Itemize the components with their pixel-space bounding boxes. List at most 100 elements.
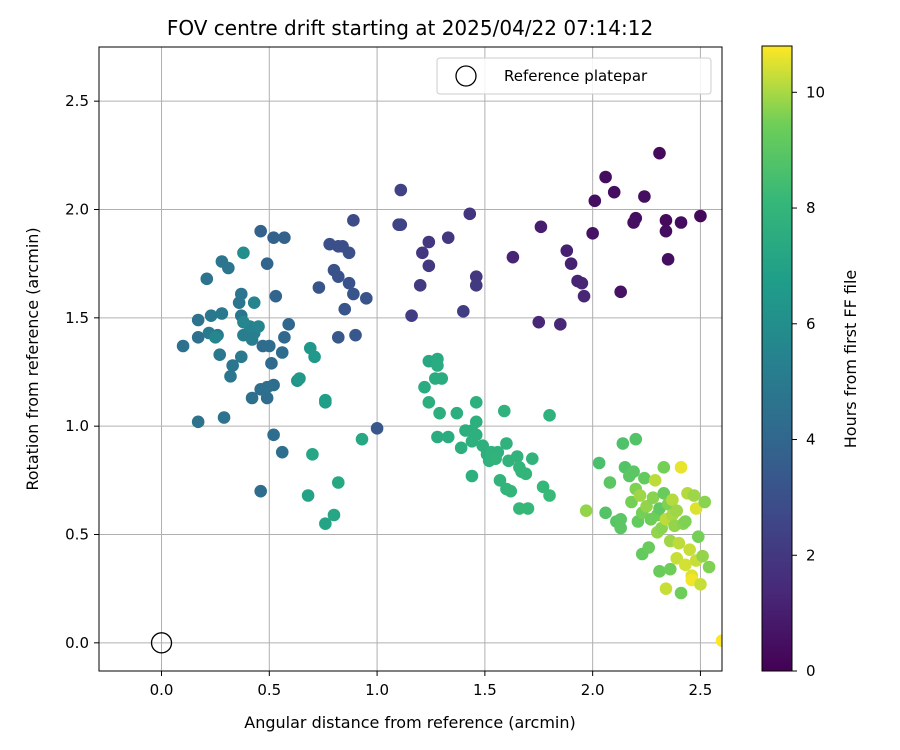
scatter-point xyxy=(638,190,651,203)
scatter-point xyxy=(418,380,431,394)
scatter-point xyxy=(267,428,280,442)
y-tick-label: 2.0 xyxy=(65,201,89,219)
reference-platepar-marker xyxy=(150,632,173,654)
scatter-point xyxy=(513,502,526,515)
legend-box xyxy=(436,57,712,95)
scatter-point xyxy=(633,489,647,502)
scatter-point xyxy=(659,214,673,227)
scatter-point xyxy=(301,489,315,502)
scatter-point xyxy=(247,296,261,309)
scatter-point xyxy=(431,359,444,372)
scatter-point xyxy=(282,318,296,331)
y-tick-label: 0.0 xyxy=(65,634,89,652)
scatter-point xyxy=(657,487,671,500)
scatter-point xyxy=(252,320,265,333)
scatter-point xyxy=(441,430,455,444)
scatter-point xyxy=(489,452,502,465)
y-tick-label: 0.5 xyxy=(65,526,89,544)
scatter-point xyxy=(463,207,477,221)
x-tick-label: 0.0 xyxy=(150,681,174,699)
scatter-point xyxy=(260,257,274,270)
scatter-point xyxy=(543,409,556,422)
scatter-point xyxy=(687,489,701,502)
scatter-point xyxy=(450,406,464,420)
colorbar-tick-label: 10 xyxy=(806,83,825,101)
scatter-point xyxy=(543,489,556,502)
scatter-point xyxy=(405,309,418,322)
scatter-point xyxy=(331,476,345,489)
scatter-point xyxy=(689,502,703,515)
scatter-point xyxy=(370,422,384,435)
scatter-point xyxy=(698,495,712,509)
y-tick-label: 1.0 xyxy=(65,417,89,435)
y-tick-label: 2.5 xyxy=(65,92,89,110)
scatter-point xyxy=(278,231,291,244)
scatter-point xyxy=(234,287,248,301)
scatter-point xyxy=(674,461,688,474)
scatter-point xyxy=(629,432,643,446)
scatter-point xyxy=(575,276,589,290)
scatter-point xyxy=(469,396,483,409)
scatter-point xyxy=(416,246,429,260)
scatter-point xyxy=(319,393,332,407)
scatter-point xyxy=(674,216,688,229)
scatter-point xyxy=(536,480,550,494)
scatter-point xyxy=(694,578,707,591)
scatter-point xyxy=(607,185,621,199)
scatter-point xyxy=(715,634,722,647)
scatter-point xyxy=(627,216,640,229)
scatter-point xyxy=(269,289,283,303)
scatter-point xyxy=(638,471,651,485)
scatter-point xyxy=(263,339,276,353)
scatter-point xyxy=(525,452,539,465)
scatter-point xyxy=(237,315,250,329)
scatter-point xyxy=(534,220,548,234)
scatter-point xyxy=(413,279,427,292)
scatter-point xyxy=(237,246,250,260)
colorbar-gradient xyxy=(761,45,793,672)
scatter-point xyxy=(457,305,470,318)
scatter-point xyxy=(213,348,227,361)
scatter-point xyxy=(627,465,640,478)
scatter-point xyxy=(702,560,716,574)
legend-reference-marker xyxy=(455,65,477,87)
scatter-point xyxy=(312,281,326,294)
y-tick-label: 1.5 xyxy=(65,309,89,327)
scatter-point xyxy=(342,246,356,260)
scatter-point xyxy=(672,536,686,550)
scatter-point xyxy=(577,289,591,303)
colorbar-tick-label: 4 xyxy=(806,431,816,449)
colorbar-tick-label: 8 xyxy=(806,199,816,217)
scatter-point xyxy=(349,328,362,342)
scatter-point xyxy=(319,517,332,530)
scatter-point xyxy=(469,270,483,283)
colorbar-label: Hours from first FF file xyxy=(841,270,860,449)
scatter-point xyxy=(554,318,567,331)
y-axis-label: Rotation from reference (arcmin) xyxy=(23,227,42,490)
scatter-points xyxy=(150,146,722,654)
scatter-point xyxy=(694,209,707,223)
scatter-point xyxy=(394,183,408,197)
scatter-point xyxy=(616,437,630,450)
scatter-point xyxy=(422,396,436,409)
scatter-point xyxy=(614,521,627,535)
scatter-point xyxy=(648,474,662,487)
scatter-point xyxy=(614,513,627,526)
scatter-point xyxy=(510,450,524,463)
scatter-point xyxy=(191,313,205,327)
scatter-point xyxy=(226,359,239,372)
scatter-point xyxy=(679,558,692,572)
scatter-point xyxy=(234,350,248,364)
scatter-point xyxy=(614,285,627,299)
scatter-point xyxy=(674,586,688,600)
scatter-point xyxy=(431,430,444,444)
colorbar-tick-label: 0 xyxy=(806,662,816,680)
legend: Reference platepar xyxy=(436,57,712,95)
scatter-point xyxy=(433,406,446,420)
scatter-point xyxy=(592,456,606,470)
scatter-point xyxy=(275,445,289,459)
scatter-point xyxy=(696,549,709,563)
x-tick-label: 1.5 xyxy=(473,681,497,699)
x-tick-label: 0.5 xyxy=(257,681,281,699)
colorbar-tick-label: 2 xyxy=(806,546,816,564)
